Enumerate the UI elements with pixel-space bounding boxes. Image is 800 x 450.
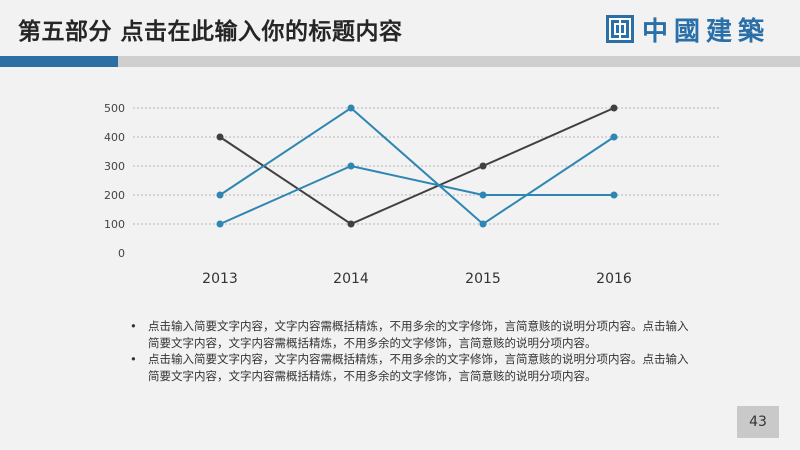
header-accent-bar (0, 56, 118, 67)
logo-text: 中國建築 (642, 16, 771, 47)
series-point (479, 220, 487, 228)
company-logo: 中國建築 (606, 14, 770, 47)
y-tick-label: 500 (104, 102, 125, 115)
series-line (219, 107, 615, 226)
logo-emblem-icon (606, 15, 634, 43)
page-number: 43 (737, 406, 779, 438)
series-point (347, 220, 355, 228)
line-chart: 0 100 200 300 400 500 2013 2014 2015 2016 (104, 102, 720, 287)
y-tick-label: 400 (104, 131, 125, 144)
series-point (479, 162, 487, 170)
y-tick-label: 0 (118, 247, 125, 260)
series-point (479, 191, 487, 199)
bullet-text: 点击输入简要文字内容，文字内容需概括精炼，不用多余的文字修饰，言简意赅的说明分项… (148, 352, 689, 383)
series-point (610, 104, 618, 112)
x-tick-label: 2013 (202, 271, 238, 287)
bullet-item: • 点击输入简要文字内容，文字内容需概括精炼，不用多余的文字修饰，言简意赅的说明… (130, 351, 690, 384)
bullet-list: • 点击输入简要文字内容，文字内容需概括精炼，不用多余的文字修饰，言简意赅的说明… (130, 318, 690, 384)
bullet-item: • 点击输入简要文字内容，文字内容需概括精炼，不用多余的文字修饰，言简意赅的说明… (130, 318, 690, 351)
y-tick-label: 300 (104, 160, 125, 173)
series-line (219, 106, 615, 226)
series-point (347, 104, 355, 112)
y-tick-label: 100 (104, 218, 125, 231)
bullet-text: 点击输入简要文字内容，文字内容需概括精炼，不用多余的文字修饰，言简意赅的说明分项… (148, 319, 689, 350)
series-point (610, 133, 618, 141)
series-line (219, 164, 614, 225)
y-tick-label: 200 (104, 189, 125, 202)
bullet-marker: • (130, 352, 137, 366)
bullet-marker: • (130, 319, 137, 333)
slide-title: 第五部分 点击在此输入你的标题内容 (18, 19, 403, 45)
header-divider-bar (118, 56, 800, 67)
series-point (610, 191, 618, 199)
series-point (347, 162, 355, 170)
x-tick-label: 2014 (333, 271, 369, 287)
series-point (216, 133, 224, 141)
series-point (216, 191, 224, 199)
series-point (216, 220, 224, 228)
x-tick-label: 2015 (465, 271, 501, 287)
x-tick-label: 2016 (596, 271, 632, 287)
